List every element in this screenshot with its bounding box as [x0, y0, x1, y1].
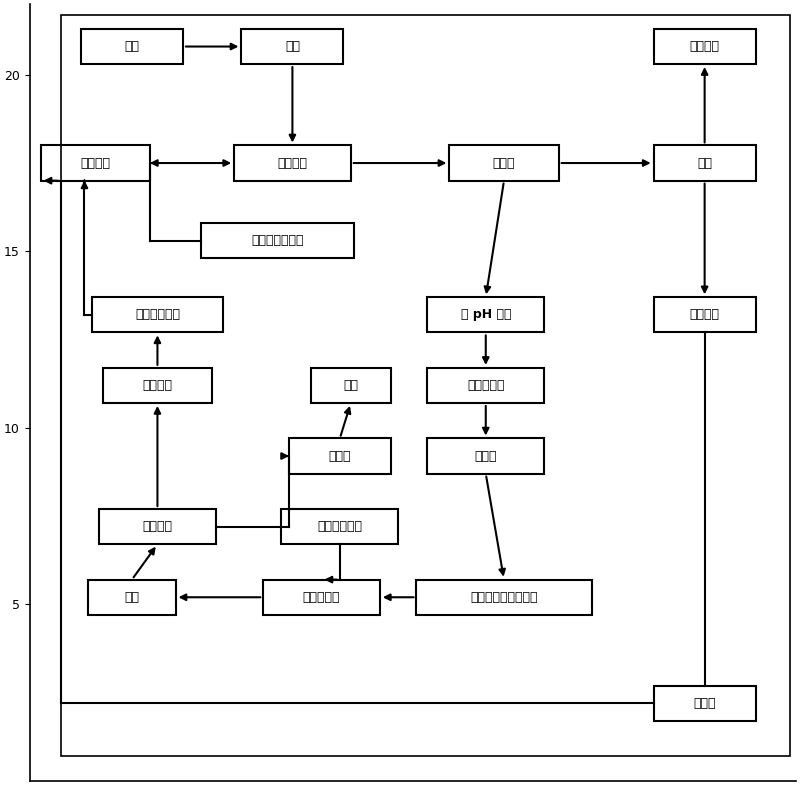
Text: 蒸发浓缩: 蒸发浓缩 [142, 520, 173, 533]
Bar [263, 579, 380, 615]
Bar [234, 145, 350, 181]
Text: 亚铵法制浆: 亚铵法制浆 [303, 591, 340, 604]
Text: 污冷凝水: 污冷凝水 [142, 379, 173, 392]
Text: 脱硫塔: 脱硫塔 [493, 156, 515, 170]
Text: 净化的亚硫酸铵储罐: 净化的亚硫酸铵储罐 [470, 591, 538, 604]
Bar [654, 685, 756, 721]
Bar [92, 298, 223, 333]
Text: 废气排放: 废气排放 [690, 40, 720, 53]
Bar [310, 368, 391, 403]
Bar [81, 29, 183, 64]
Bar [88, 579, 176, 615]
Text: 浓黑液: 浓黑液 [329, 450, 351, 462]
Text: 氨水罐: 氨水罐 [694, 696, 716, 710]
Text: 烟气: 烟气 [125, 40, 139, 53]
Text: 除尘: 除尘 [285, 40, 300, 53]
Bar [654, 29, 756, 64]
Text: 文丘里管: 文丘里管 [278, 156, 307, 170]
Bar [427, 438, 544, 473]
Bar [202, 223, 354, 258]
Text: 测 pH 合格: 测 pH 合格 [461, 309, 511, 321]
Bar [654, 298, 756, 333]
Bar [654, 145, 756, 181]
Text: 其他亚硫酸铵: 其他亚硫酸铵 [318, 520, 362, 533]
Bar [41, 145, 150, 181]
Bar [289, 438, 391, 473]
Text: 氨吸收塔: 氨吸收塔 [690, 309, 720, 321]
Bar [427, 368, 544, 403]
Text: 化肥: 化肥 [343, 379, 358, 392]
Bar [242, 29, 343, 64]
Text: 亚硫酸铵罐: 亚硫酸铵罐 [467, 379, 505, 392]
Text: 其他工业废氨水: 其他工业废氨水 [251, 234, 304, 247]
Text: 污冷凝水储罐: 污冷凝水储罐 [135, 309, 180, 321]
Bar [102, 368, 212, 403]
Bar [450, 145, 558, 181]
Bar [99, 509, 216, 544]
Bar [417, 579, 591, 615]
Bar [427, 298, 544, 333]
Text: 废氨水罐: 废氨水罐 [81, 156, 110, 170]
Text: 风机: 风机 [697, 156, 712, 170]
Text: 过滤器: 过滤器 [474, 450, 497, 462]
Text: 黑液: 黑液 [125, 591, 139, 604]
Bar [282, 509, 398, 544]
